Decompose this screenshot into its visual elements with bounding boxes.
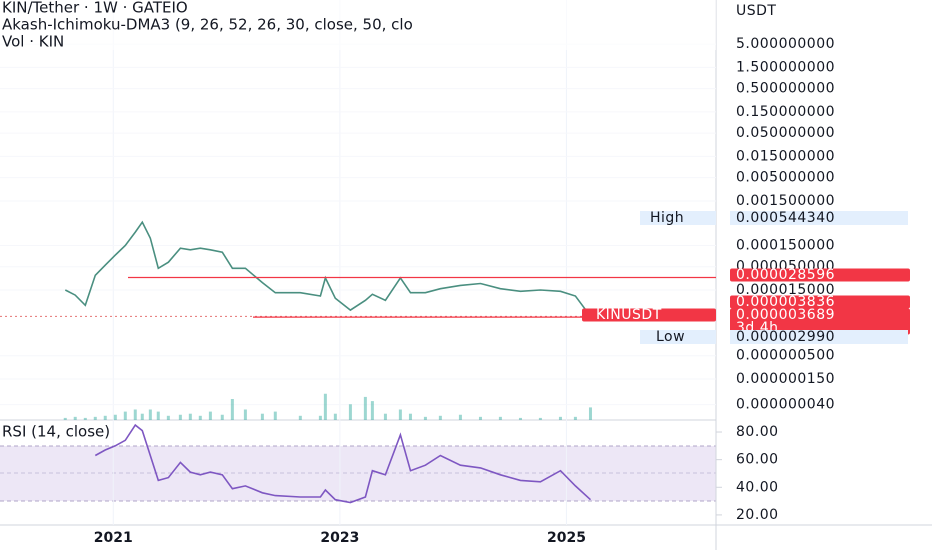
volume-bar [73,416,77,420]
currency-backdrop [722,0,932,22]
high-box [730,211,908,225]
volume-bar [83,417,87,420]
volume-bar [333,413,337,420]
volume-bar [156,411,160,420]
volume-bar [423,416,427,420]
y-tick-label: 0.000000500 [736,348,835,364]
volume-bar [133,409,137,420]
volume-bar [103,415,107,420]
indicator-title[interactable]: Akash-Ichimoku-DMA3 (9, 26, 52, 26, 30, … [2,16,413,34]
y-tick-label: 0.001500000 [736,193,835,209]
y-tick-label: 0.000015000 [736,282,835,298]
volume-bar [166,415,170,420]
y-tick-label: 0.000000040 [736,397,835,413]
volume-bar [93,416,97,420]
y-tick-label: 0.000000150 [736,371,835,387]
volume-bar [498,416,502,420]
volume-bar [323,393,327,420]
symbol-label: KINUSDT [596,307,662,323]
high-name-box [640,211,716,225]
volume-bar [198,415,202,420]
volume-bar [558,416,562,420]
price-line [64,220,592,317]
volume-bar [260,413,264,420]
y-tick-label: 0.000150000 [736,237,835,253]
level-label-box [730,268,910,282]
rsi-tick-label: 60.00 [736,452,779,468]
volume-bar [140,413,144,420]
low-label: 0.000002990 [736,329,835,345]
volume-bar [478,416,482,420]
rsi-tick-label: 80.00 [736,424,779,440]
currency[interactable]: USDT [736,3,776,19]
volume-bar [458,414,462,420]
y-tick-label: 1.500000000 [736,59,835,75]
volume-bar [588,407,592,420]
volume-bar [63,417,67,420]
volume-bar [370,401,374,420]
symbol-title[interactable]: KIN/Tether · 1W · GATEIO [2,0,188,17]
y-tick-label: 0.015000000 [736,148,835,164]
volume-bar [208,411,212,420]
volume-bar [188,413,192,420]
rsi-title[interactable]: RSI (14, close) [2,423,110,441]
low-name: Low [656,329,685,345]
x-tick-label: 2025 [547,530,586,546]
rsi-tick-label: 20.00 [736,507,779,523]
volume-bar [123,411,127,420]
volume-bar [113,414,117,420]
volume-bar [518,417,522,420]
level-label-box [730,295,910,309]
level-label: 0.000003689 [736,307,835,323]
volume-bar [243,409,247,420]
volume-bar [298,415,302,420]
high-name: High [650,210,684,226]
volume-bar [538,417,542,420]
volume-bar [573,416,577,420]
x-tick-label: 2021 [94,530,133,546]
y-tick-label: 5.000000000 [736,36,835,52]
x-tick-label: 2023 [320,530,359,546]
rsi-tick-label: 40.00 [736,479,779,495]
y-tick-label: 0.050000000 [736,125,835,141]
volume-bar [383,413,387,420]
volume-bar [408,413,412,420]
y-tick-label: 0.005000000 [736,170,835,186]
volume-bar [363,396,367,420]
level-label: 0.000028596 [736,267,835,283]
volume-bar [148,409,152,420]
rsi-line [94,423,592,504]
volume-bar [230,399,234,420]
level-label-box [730,308,910,335]
volume-title[interactable]: Vol · KIN [2,33,64,51]
legend-backdrop [0,0,716,50]
volume-bar [348,404,352,420]
y-tick-label: 0.500000000 [736,81,835,97]
low-name-box [640,330,716,344]
volume-bar [398,409,402,420]
level-label: 0.000003836 [736,294,835,310]
volume-bar [220,414,224,420]
high-label: 0.000544340 [736,210,835,226]
volume-bar [178,414,182,420]
low-box [730,330,908,344]
volume-bar [318,415,322,420]
volume-bar [273,411,277,420]
y-tick-label: 0.150000000 [736,104,835,120]
volume-bar [438,415,442,420]
symbol-box [582,308,716,322]
